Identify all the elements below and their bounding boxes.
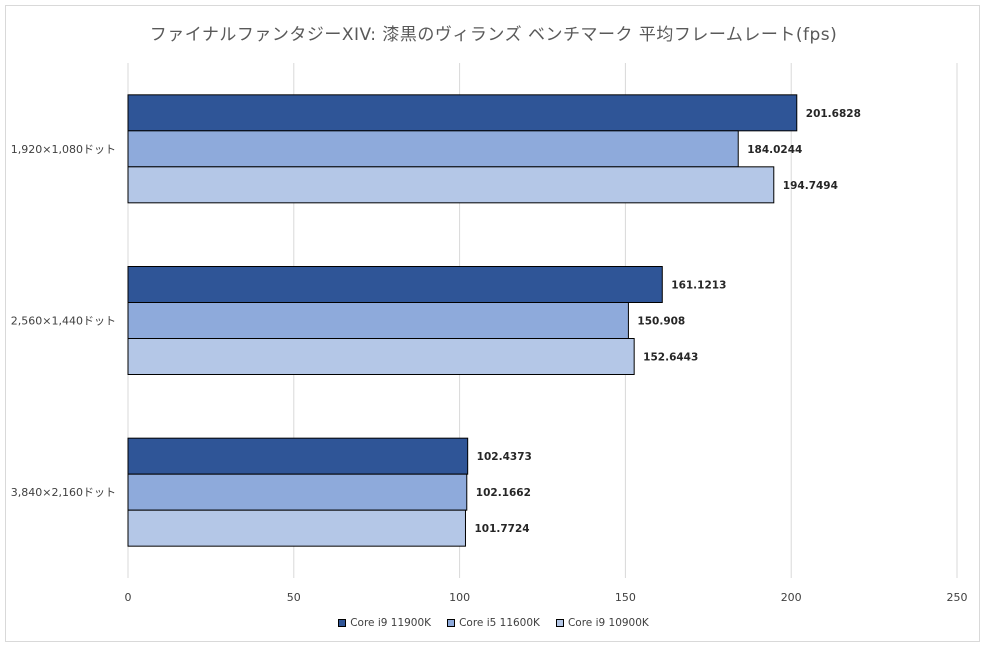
x-tick-label: 150 (615, 591, 636, 604)
x-tick-label: 50 (287, 591, 301, 604)
data-label: 101.7724 (474, 523, 529, 535)
data-label: 201.6828 (806, 108, 861, 120)
legend-label-1: Core i9 11900K (350, 617, 432, 629)
legend-item: Core i9 10900K (555, 617, 649, 629)
legend-swatch-2 (447, 619, 456, 627)
category-label: 3,840×2,160ドット (11, 486, 116, 499)
legend-label-3: Core i9 10900K (567, 617, 649, 629)
legend-item: Core i5 11600K (447, 617, 540, 629)
bar (127, 130, 739, 168)
legend-swatch-3 (555, 619, 564, 627)
legend-label-2: Core i5 11600K (459, 617, 540, 629)
data-label: 184.0244 (747, 144, 802, 156)
bar (127, 473, 468, 511)
chart-title: ファイナルファンタジーXIV: 漆黒のヴィランズ ベンチマーク 平均フレームレー… (149, 25, 838, 45)
x-tick-label: 200 (781, 591, 802, 604)
data-label: 152.6443 (643, 352, 698, 364)
bar (127, 94, 798, 132)
data-label: 161.1213 (671, 280, 726, 292)
x-tick-label: 250 (947, 591, 968, 604)
bar (127, 509, 466, 547)
bar (127, 437, 469, 475)
bar (127, 338, 635, 375)
bar (127, 166, 775, 204)
data-label: 102.4373 (477, 451, 532, 463)
legend-swatch-1 (338, 619, 347, 627)
x-tick-label: 0 (125, 591, 132, 604)
data-label: 150.908 (637, 316, 685, 328)
legend-item: Core i9 11900K (338, 617, 431, 629)
bar (127, 266, 663, 303)
data-label: 102.1662 (476, 487, 531, 499)
category-label: 1,920×1,080ドット (11, 143, 116, 156)
bar (127, 302, 629, 339)
data-label: 194.7494 (783, 180, 838, 192)
category-label: 2,560×1,440ドット (11, 315, 116, 328)
x-tick-label: 100 (449, 591, 470, 604)
legend: Core i9 11900K Core i5 11600K Core i9 10… (0, 617, 987, 629)
